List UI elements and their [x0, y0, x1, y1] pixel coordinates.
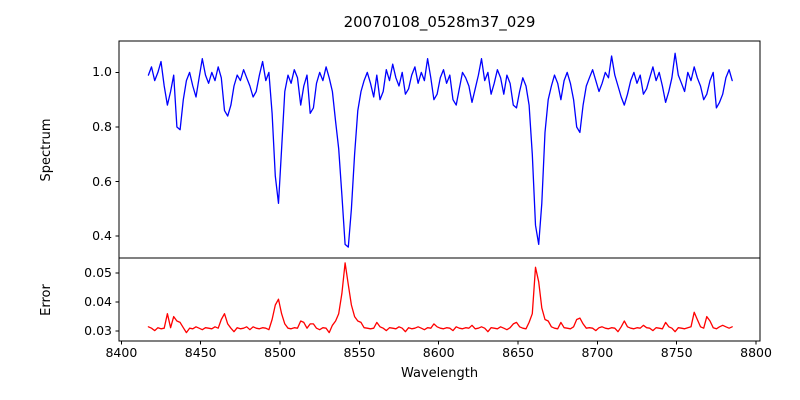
spectrum-y-tick-label: 1.0: [92, 64, 112, 80]
x-axis-label: Wavelength: [400, 366, 479, 381]
x-tick-label: 8400: [105, 345, 138, 360]
error-y-tick-label: 0.04: [84, 294, 112, 310]
error-axis-label: Error: [39, 284, 54, 316]
spectrum-y-tick-label: 0.4: [92, 228, 112, 244]
x-tick-label: 8750: [660, 345, 693, 360]
error-y-tick-label: 0.03: [84, 323, 112, 339]
spectrum-axis-label: Spectrum: [39, 118, 54, 182]
spectrum-y-tick-label: 0.8: [92, 118, 112, 134]
error-line: [147, 262, 733, 334]
x-tick-label: 8600: [422, 345, 455, 360]
x-tick-label: 8500: [264, 345, 296, 360]
spectrum-axes-box: [118, 40, 761, 259]
x-tick-label: 8650: [502, 345, 534, 360]
x-tick-label: 8450: [184, 345, 217, 360]
error-y-tick-label: 0.05: [84, 265, 112, 281]
spectrum-line: [147, 52, 733, 248]
error-axes-box: [118, 257, 761, 342]
x-tick-label: 8550: [343, 345, 376, 360]
spectrum-y-tick-label: 0.6: [92, 173, 112, 189]
x-tick-label: 8800: [740, 345, 772, 360]
x-tick-label: 8700: [581, 345, 614, 360]
chart-title: 20070108_0528m37_029: [343, 13, 536, 31]
